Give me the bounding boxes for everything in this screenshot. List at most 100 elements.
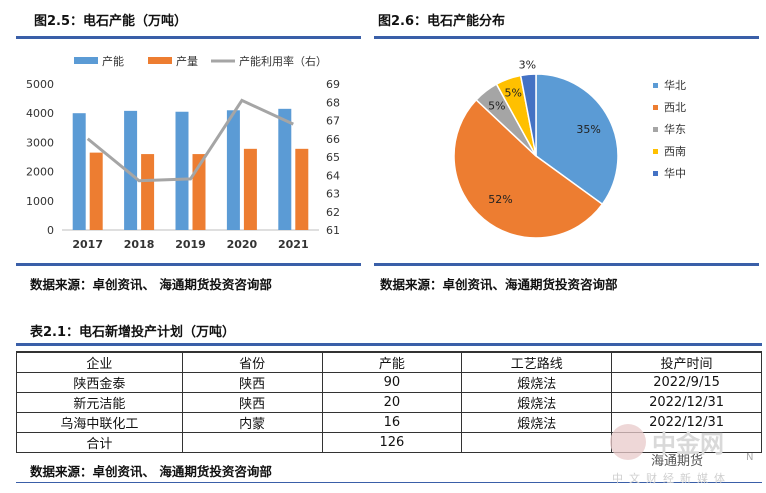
figure-title-distribution: 图2.6：电石产能分布	[378, 14, 506, 29]
table-title: 表2.1：电石新增投产计划（万吨）	[30, 325, 236, 340]
table-row: 乌海中联化工 内蒙 16 煅烧法 2022/12/31	[16, 412, 762, 433]
y-left-tick-label: 4000	[26, 107, 54, 120]
y-left-tick-label: 3000	[26, 136, 54, 149]
bar-capacity	[278, 108, 292, 230]
cell-start-date: 2022/12/31	[611, 412, 762, 433]
cell-capacity: 16	[321, 412, 463, 433]
bar-capacity	[226, 110, 240, 230]
legend-label: 产量	[176, 54, 198, 68]
y-left-tick-label: 1000	[26, 195, 54, 208]
watermark-company-text: 海通期货	[651, 454, 704, 469]
cell-empty	[461, 432, 613, 453]
pie-value-label: 5%	[488, 99, 505, 112]
header-capacity: 产能	[321, 351, 463, 373]
header-company: 企业	[16, 351, 183, 373]
capacity-chart: 产能 产量 产能利用率（右） 0 1000 2000 3000 4000 5000 61 62 63…	[26, 54, 340, 251]
cell-start-date: 2022/9/15	[611, 372, 762, 393]
capacity-plan-table: 企业 省份 产能 工艺路线 投产时间 陕西金泰 陕西 90 煅烧法 2022/9…	[16, 351, 762, 453]
legend-swatch	[148, 57, 172, 64]
y-right-tick-label: 69	[326, 78, 340, 91]
x-tick-label: 2018	[124, 238, 155, 251]
pie-legend-swatch	[653, 171, 658, 176]
watermark-logo-icon	[610, 424, 646, 460]
bar-capacity	[124, 110, 138, 230]
pie-legend-label: 西南	[664, 145, 686, 158]
y-right-tick-label: 62	[326, 206, 340, 219]
cell-company: 陕西金泰	[16, 372, 183, 393]
y-right-tick-label: 66	[326, 133, 340, 146]
header-start-date: 投产时间	[611, 351, 762, 373]
pie-legend-swatch	[653, 83, 658, 88]
bar-output	[295, 148, 309, 230]
table-row: 新元洁能 陕西 20 煅烧法 2022/12/31	[16, 392, 762, 413]
chart-rule-right	[374, 263, 759, 266]
watermark-brand-text: 中金网	[652, 430, 724, 458]
cell-start-date: 2022/12/31	[611, 392, 762, 413]
y-right-tick-label: 63	[326, 188, 340, 201]
cell-capacity: 20	[321, 392, 463, 413]
pie-legend-swatch	[653, 105, 658, 110]
pie-slice	[453, 98, 604, 239]
pie-legend-swatch	[653, 127, 658, 132]
table-header-row: 企业 省份 产能 工艺路线 投产时间	[16, 351, 762, 373]
y-left-tick-label: 5000	[26, 78, 54, 91]
table-title-rule	[16, 343, 762, 346]
y-right-tick-label: 67	[326, 115, 340, 128]
x-tick-label: 2021	[278, 238, 309, 251]
legend-label: 产能利用率（右）	[239, 54, 327, 68]
pie-slice	[519, 73, 537, 157]
cell-total-label: 合计	[16, 432, 183, 453]
pie-legend-label: 华中	[664, 166, 686, 180]
pie-legend-label: 西北	[664, 101, 686, 114]
pie-legend-label: 华东	[664, 122, 686, 136]
figure-title-capacity: 图2.5：电石产能（万吨）	[34, 14, 188, 29]
pie-value-label: 35%	[576, 123, 600, 136]
bar-capacity	[175, 111, 189, 230]
pie-legend-swatch	[653, 149, 658, 154]
cell-province: 内蒙	[181, 412, 323, 433]
y-right-tick-label: 65	[326, 151, 340, 164]
cell-process: 煅烧法	[461, 372, 613, 393]
pie-value-label: 3%	[519, 59, 536, 72]
source-note-right: 数据来源：卓创资讯、海通期货投资咨询部	[380, 277, 618, 292]
watermark-trail-text: N	[746, 452, 754, 463]
bar-output	[243, 148, 257, 230]
cell-empty	[181, 432, 323, 453]
watermark-sub-text: 中文财经新媒体	[612, 472, 731, 485]
cell-capacity: 90	[321, 372, 463, 393]
source-note-table: 数据来源：卓创资讯、 海通期货投资咨询部	[30, 464, 272, 479]
y-left-tick-label: 0	[47, 224, 54, 237]
x-tick-label: 2017	[72, 238, 103, 251]
bottom-rule	[16, 482, 762, 483]
cell-process: 煅烧法	[461, 412, 613, 433]
pie-value-label: 52%	[488, 193, 512, 206]
bar-capacity	[72, 113, 86, 230]
cell-province: 陕西	[181, 392, 323, 413]
cell-company: 乌海中联化工	[16, 412, 183, 433]
line-utilization	[86, 98, 294, 183]
source-note-left: 数据来源：卓创资讯、 海通期货投资咨询部	[30, 277, 272, 292]
x-tick-label: 2020	[227, 238, 258, 251]
pie-value-label: 5%	[504, 87, 521, 100]
cell-company: 新元洁能	[16, 392, 183, 413]
y-right-tick-label: 61	[326, 224, 340, 237]
pie-slice	[535, 73, 619, 206]
x-tick-label: 2019	[175, 238, 206, 251]
title-rule-right	[374, 36, 759, 39]
cell-province: 陕西	[181, 372, 323, 393]
title-rule-left	[16, 36, 361, 39]
pie-legend-label: 华北	[664, 78, 686, 92]
table-row: 陕西金泰 陕西 90 煅烧法 2022/9/15	[16, 372, 762, 393]
header-province: 省份	[181, 351, 323, 373]
legend-swatch	[74, 57, 98, 64]
bar-output	[89, 152, 103, 230]
chart-rule-left	[16, 263, 361, 266]
header-process: 工艺路线	[461, 351, 613, 373]
cell-process: 煅烧法	[461, 392, 613, 413]
y-right-tick-label: 68	[326, 96, 340, 109]
cell-total-value: 126	[321, 432, 463, 453]
y-right-tick-label: 64	[326, 169, 340, 182]
y-left-tick-label: 2000	[26, 166, 54, 179]
legend-label: 产能	[102, 54, 124, 68]
